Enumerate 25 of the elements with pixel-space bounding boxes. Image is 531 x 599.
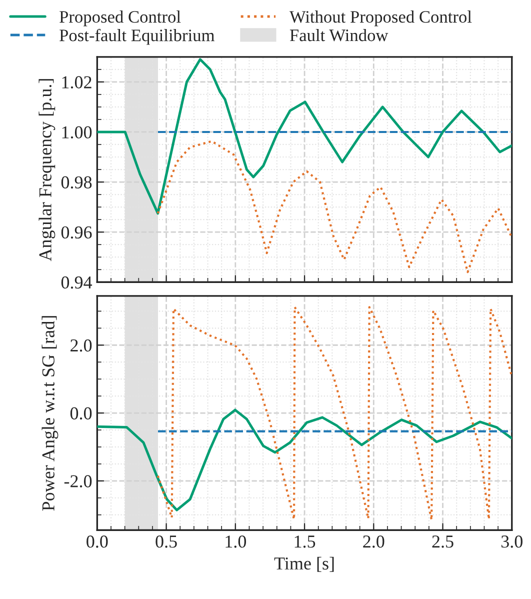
legend-label: Fault Window: [290, 28, 388, 42]
y-tick-label: 2.0: [70, 339, 92, 352]
y-tick-label: 0.96: [61, 226, 92, 239]
legend-label: Post-fault Equilibrium: [60, 28, 215, 45]
line-series: [156, 140, 512, 274]
x-tick-label: 1.0: [226, 536, 246, 548]
y-axis-title: Power Angle w.r.t SG [rad]: [42, 316, 58, 511]
y-tick-label: 0.98: [61, 176, 92, 189]
legend-label: Proposed Control: [60, 10, 181, 26]
x-tick-label: 1.5: [294, 536, 316, 548]
y-axis-title: Angular Frequency [p.u.]: [38, 79, 56, 262]
line-series: [156, 306, 512, 521]
y-tick-label: 0.94: [61, 276, 92, 289]
y-tick-label: 1.00: [62, 126, 92, 138]
x-axis-title: Time [s]: [274, 556, 334, 572]
y-tick-label: 0.0: [70, 407, 92, 420]
x-tick-label: 3.0: [501, 536, 522, 548]
legend-label: Without Proposed Control: [289, 10, 472, 26]
x-tick-label: 2.5: [432, 536, 454, 548]
x-tick-label: 2.0: [363, 536, 384, 548]
y-tick-label: -2.0: [64, 475, 92, 488]
line-series: [97, 408, 512, 512]
x-tick-label: 0.0: [86, 536, 108, 548]
x-tick-label: 0.5: [156, 536, 177, 548]
y-tick-label: 1.02: [62, 76, 92, 88]
